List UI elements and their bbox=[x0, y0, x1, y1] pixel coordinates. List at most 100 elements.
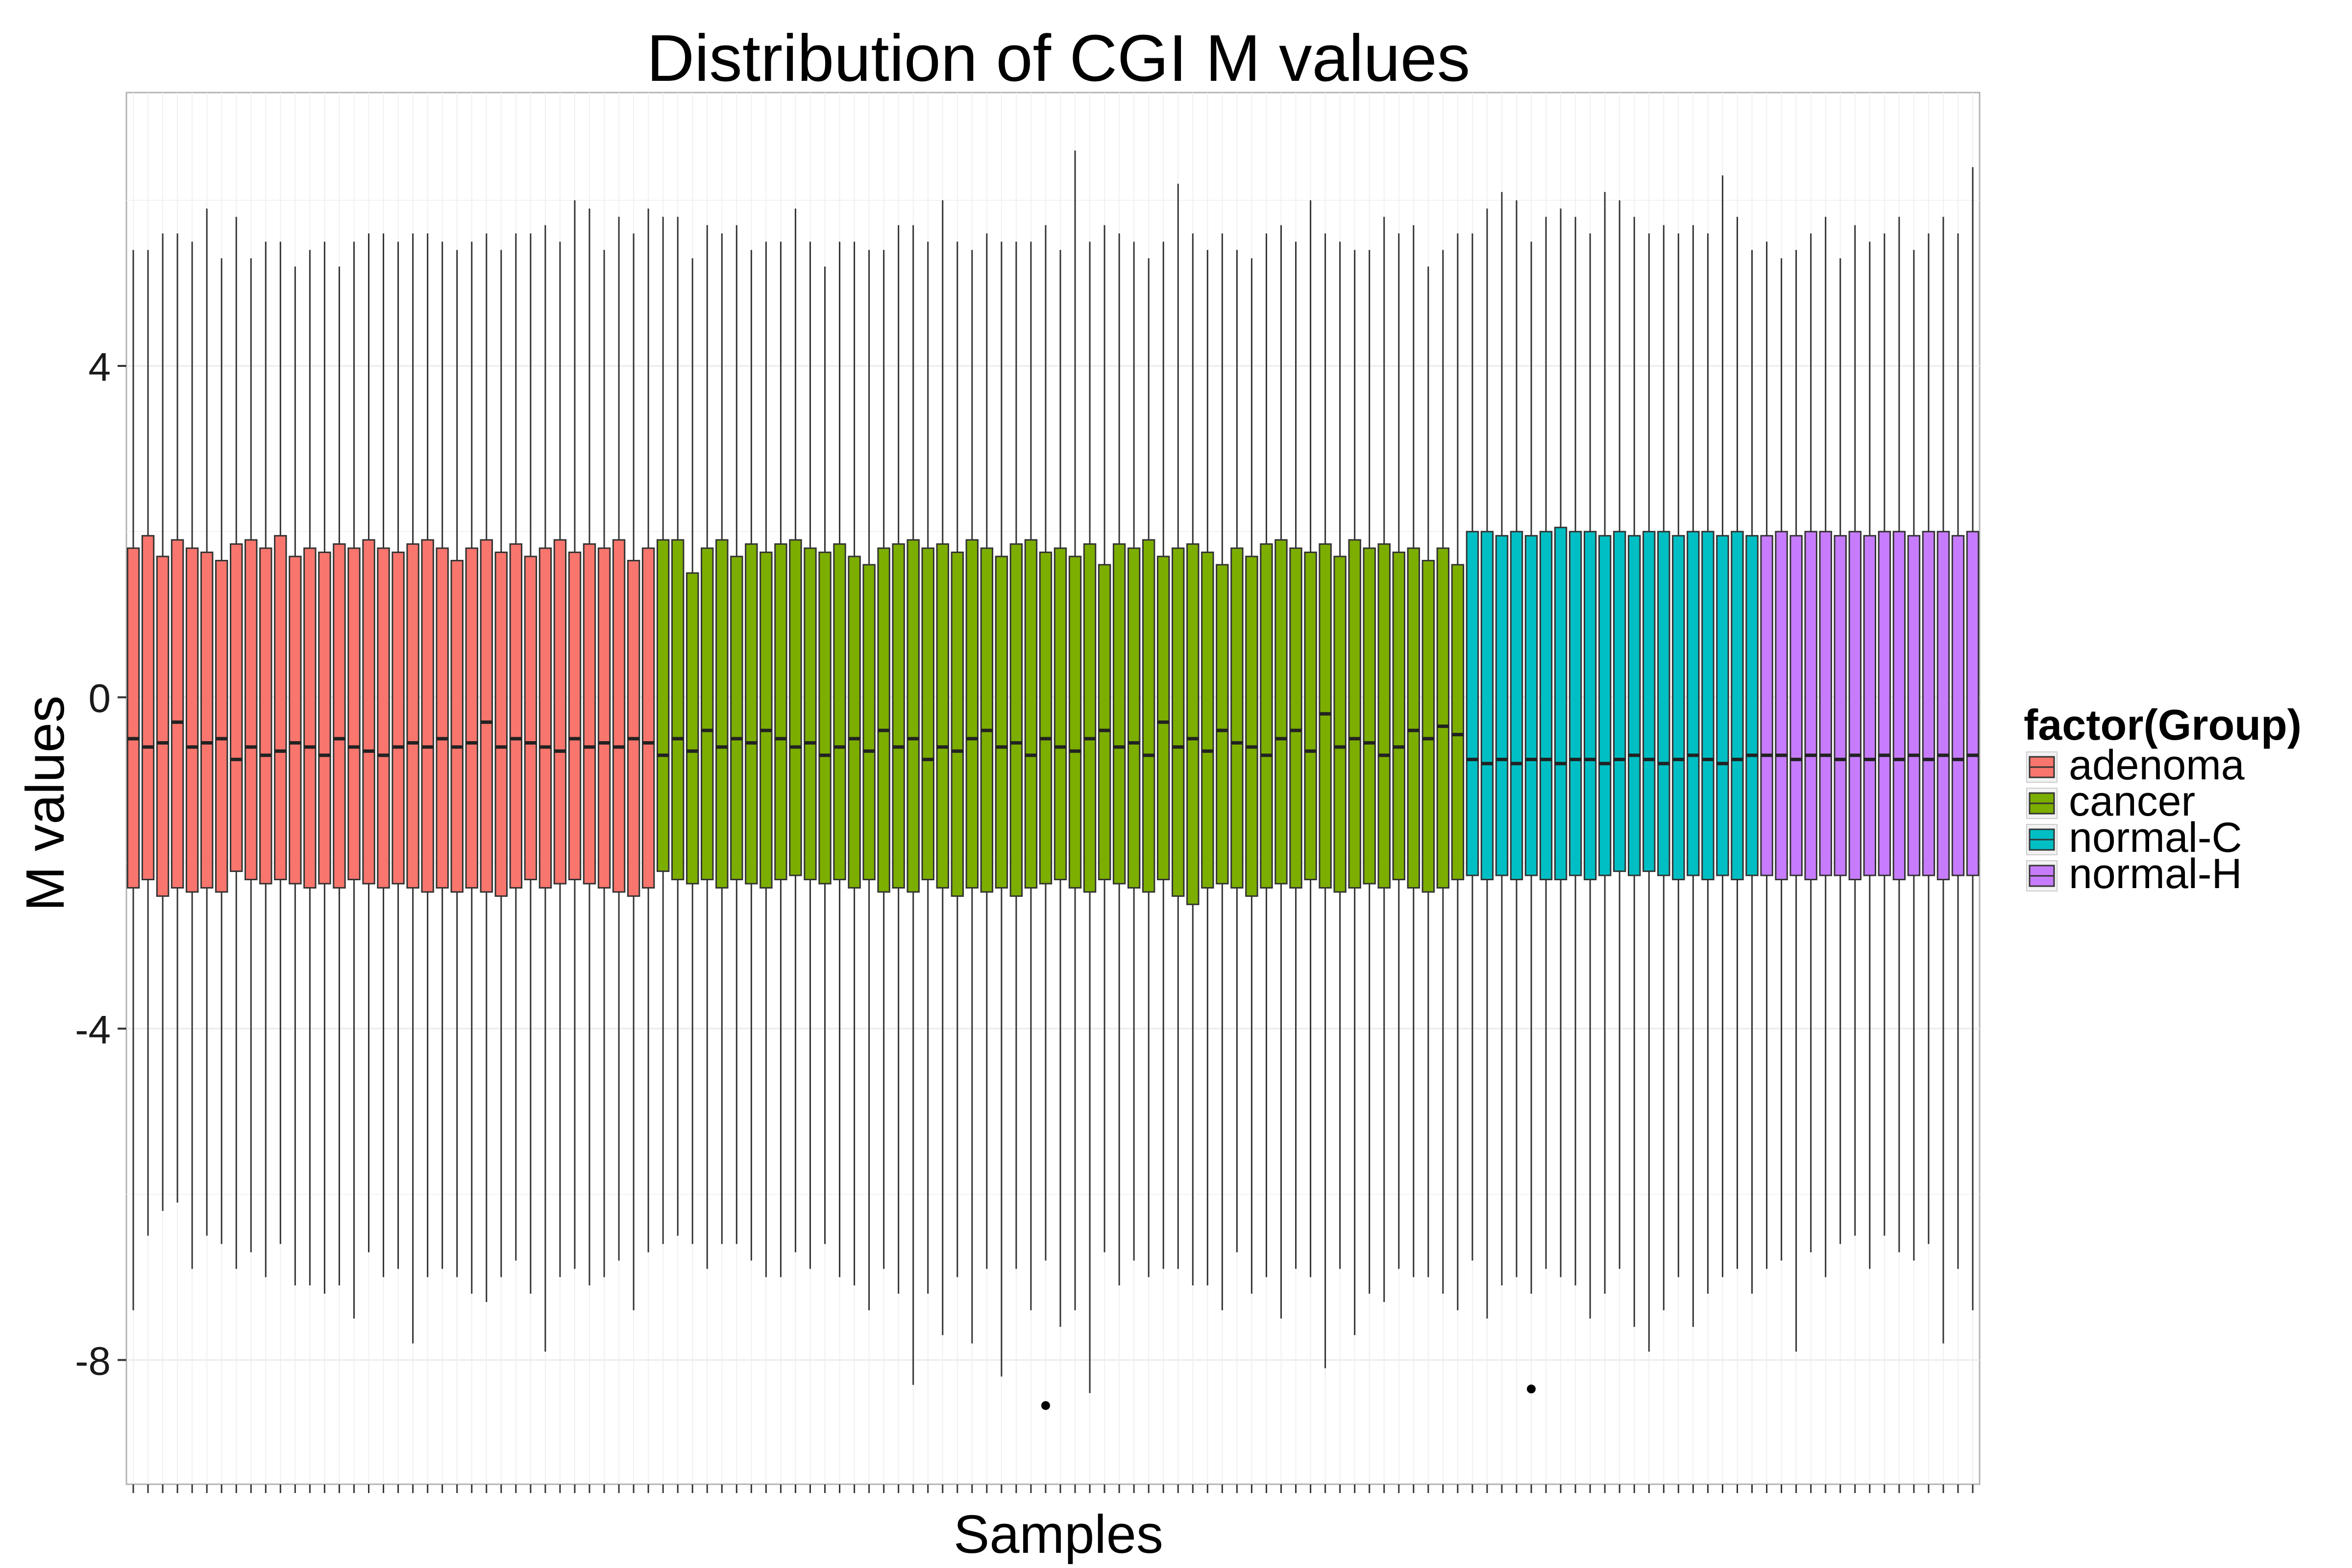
box-body bbox=[1775, 531, 1788, 881]
box-cancer-16 bbox=[877, 250, 890, 1269]
box-body bbox=[965, 539, 979, 889]
box-adenoma-15 bbox=[333, 266, 346, 1286]
box-body bbox=[656, 539, 670, 872]
box-cancer-28 bbox=[1054, 250, 1067, 1327]
box-cancer-23 bbox=[980, 233, 994, 1269]
box-body bbox=[1892, 531, 1906, 881]
legend: factor(Group) adenomacancernormal-Cnorma… bbox=[2024, 700, 2302, 897]
box-cancer-38 bbox=[1201, 250, 1214, 1286]
x-axis-label: Samples bbox=[954, 1504, 1163, 1565]
box-body bbox=[597, 547, 611, 889]
box-body bbox=[848, 555, 861, 889]
box-normal-C-9 bbox=[1583, 233, 1597, 1319]
box-cancer-7 bbox=[745, 250, 758, 1261]
box-normal-H-12 bbox=[1922, 233, 1936, 1244]
box-body bbox=[1907, 535, 1921, 876]
box-cancer-11 bbox=[804, 241, 817, 1269]
box-body bbox=[1142, 539, 1155, 893]
box-cancer-49 bbox=[1363, 250, 1376, 1294]
box-adenoma-26 bbox=[494, 250, 508, 1278]
box-adenoma-33 bbox=[597, 250, 611, 1278]
box-body bbox=[480, 539, 493, 893]
box-cancer-35 bbox=[1157, 241, 1170, 1269]
box-adenoma-11 bbox=[274, 241, 287, 1244]
box-body bbox=[1451, 564, 1465, 881]
box-body bbox=[995, 555, 1008, 889]
box-body bbox=[1112, 543, 1126, 885]
box-cancer-4 bbox=[701, 225, 714, 1269]
box-normal-C-15 bbox=[1672, 233, 1685, 1278]
box-cancer-9 bbox=[774, 241, 787, 1278]
box-normal-C-7 bbox=[1554, 208, 1568, 1278]
box-body bbox=[421, 539, 434, 893]
box-adenoma-6 bbox=[200, 208, 214, 1236]
box-body bbox=[951, 552, 964, 897]
box-body bbox=[936, 543, 949, 889]
box-body bbox=[215, 559, 228, 893]
box-body bbox=[1598, 535, 1612, 876]
box-body bbox=[126, 547, 140, 889]
box-cancer-48 bbox=[1348, 250, 1361, 1335]
box-body bbox=[333, 543, 346, 889]
box-cancer-19 bbox=[921, 241, 934, 1294]
box-body bbox=[245, 539, 258, 881]
box-adenoma-24 bbox=[465, 241, 478, 1294]
box-adenoma-32 bbox=[583, 208, 596, 1286]
box-cancer-34 bbox=[1142, 258, 1155, 1278]
box-body bbox=[1172, 547, 1185, 897]
box-body bbox=[524, 555, 538, 881]
box-cancer-32 bbox=[1112, 233, 1126, 1286]
box-cancer-30 bbox=[1083, 241, 1097, 1393]
box-body bbox=[1539, 531, 1553, 881]
box-body bbox=[1716, 535, 1729, 876]
box-body bbox=[509, 543, 523, 889]
box-normal-H-13 bbox=[1936, 217, 1950, 1344]
box-body bbox=[715, 539, 729, 889]
box-body bbox=[1731, 531, 1744, 881]
box-body bbox=[1304, 552, 1317, 881]
box-body bbox=[671, 539, 685, 881]
box-body bbox=[1583, 531, 1597, 881]
box-body bbox=[274, 535, 287, 881]
plot-panel bbox=[125, 92, 1981, 1485]
box-body bbox=[833, 543, 846, 881]
box-cancer-13 bbox=[833, 241, 846, 1278]
box-body bbox=[1657, 531, 1670, 876]
box-body bbox=[1009, 543, 1023, 897]
box-normal-C-10 bbox=[1598, 192, 1612, 1294]
box-cancer-18 bbox=[906, 225, 920, 1385]
box-normal-H-15 bbox=[1966, 167, 1980, 1310]
box-body bbox=[1495, 535, 1509, 876]
box-cancer-24 bbox=[995, 241, 1008, 1377]
box-body bbox=[745, 543, 758, 885]
box-cancer-6 bbox=[730, 225, 743, 1244]
box-body bbox=[1672, 535, 1685, 881]
box-body bbox=[1098, 564, 1111, 881]
box-body bbox=[774, 543, 787, 881]
box-adenoma-14 bbox=[318, 241, 331, 1294]
box-adenoma-5 bbox=[185, 241, 199, 1269]
y-tick-label: 4 bbox=[88, 345, 111, 389]
box-body bbox=[200, 552, 214, 889]
box-adenoma-19 bbox=[392, 241, 405, 1269]
box-body bbox=[921, 547, 934, 881]
box-normal-C-8 bbox=[1568, 217, 1582, 1286]
box-normal-H-10 bbox=[1892, 217, 1906, 1253]
box-body bbox=[377, 547, 390, 889]
legend-label-cancer: cancer bbox=[2069, 778, 2195, 825]
box-body bbox=[980, 547, 994, 893]
box-adenoma-25 bbox=[480, 233, 493, 1302]
box-normal-C-16 bbox=[1687, 225, 1700, 1327]
box-normal-C-6 bbox=[1539, 217, 1553, 1269]
box-adenoma-7 bbox=[215, 258, 228, 1244]
box-cancer-5 bbox=[715, 233, 729, 1244]
box-body bbox=[171, 539, 184, 889]
box-cancer-41 bbox=[1245, 258, 1258, 1294]
box-normal-C-2 bbox=[1480, 208, 1494, 1319]
box-body bbox=[362, 539, 375, 885]
y-axis-label: M values bbox=[15, 696, 75, 911]
box-body bbox=[1554, 527, 1568, 881]
box-adenoma-13 bbox=[303, 250, 317, 1286]
box-body bbox=[1083, 543, 1097, 893]
box-layer bbox=[126, 150, 1980, 1410]
